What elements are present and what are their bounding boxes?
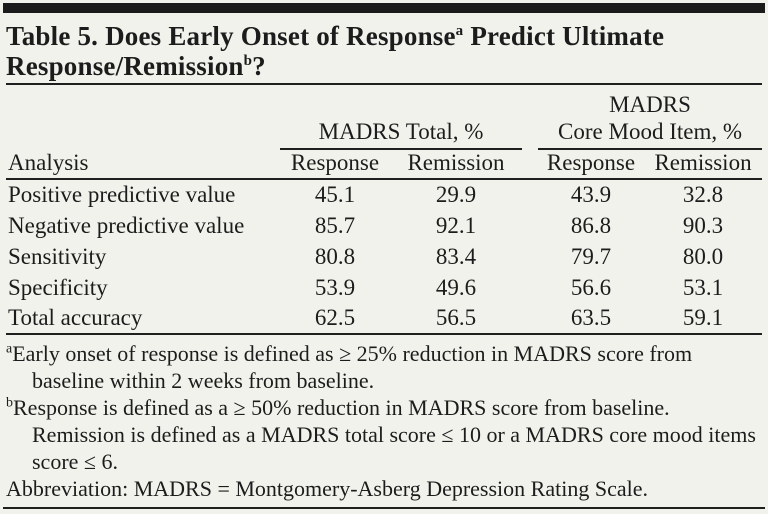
value-cell: 92.1	[435, 212, 477, 238]
value-cell: 80.0	[682, 243, 724, 269]
value-cell: 86.8	[570, 212, 612, 238]
table-title-line1: Table 5. Does Early Onset of Responsea P…	[6, 21, 762, 51]
empty-cell	[6, 85, 280, 149]
column-header-analysis: Analysis	[6, 149, 280, 180]
value-cell: 83.4	[435, 243, 477, 269]
value-cell: 90.3	[682, 212, 724, 238]
footnotes: aEarly onset of response is defined as ≥…	[6, 340, 762, 502]
value-cell: 45.1	[314, 182, 356, 207]
value-cell: 29.9	[435, 182, 477, 207]
footnote-marker-a-ref: a	[455, 23, 464, 39]
footnote-b: bResponse is defined as a ≥ 50% reductio…	[6, 394, 762, 475]
column-header-response-total: Response	[280, 149, 390, 180]
table-row: Specificity 53.9 49.6 56.6 53.1	[6, 272, 762, 303]
value-cell: 56.6	[570, 274, 612, 300]
col-group-core-mood-label: Core Mood Item, %	[558, 119, 742, 144]
col-group-madrs-total: MADRS Total, %	[280, 85, 523, 150]
table-title-line2: Response/Remissionb?	[6, 51, 762, 81]
footnote-a: aEarly onset of response is defined as ≥…	[6, 340, 762, 394]
footnote-marker: a	[6, 341, 13, 357]
title-text: Predict Ultimate	[463, 21, 665, 51]
group-gap	[522, 85, 538, 149]
title-text: Response/Remission	[6, 51, 244, 81]
group-gap	[522, 179, 538, 210]
row-label: Specificity	[8, 274, 108, 300]
col-group-core-mood-label-top: MADRS	[609, 92, 691, 117]
footnote-text: Early onset of response is defined as ≥ …	[12, 341, 693, 393]
title-text: ?	[252, 51, 266, 81]
value-cell: 63.5	[538, 303, 645, 335]
group-gap	[522, 303, 539, 335]
table-row: Positive predictive value 45.1 29.9 43.9…	[6, 179, 762, 210]
table-row: Total accuracy 62.5 56.5 63.5 59.1	[6, 303, 763, 335]
results-table: MADRS Total, % MADRS Core Mood Item, % A…	[6, 85, 763, 335]
title-rule	[6, 83, 762, 85]
footnote-text: Abbreviation: MADRS = Montgomery-Asberg …	[6, 476, 648, 501]
footnote-marker: b	[6, 395, 13, 411]
sub-header-row: Analysis Response Remission Response Rem…	[6, 149, 763, 180]
group-gap	[522, 241, 538, 272]
value-cell: 43.9	[570, 182, 612, 207]
value-cell: 59.1	[644, 303, 763, 335]
group-gap	[522, 149, 539, 180]
col-group-madrs-total-label: MADRS Total, %	[318, 119, 484, 144]
column-header-remission-core: Remission	[644, 149, 763, 180]
footnote-text: Response is defined as a ≥ 50% reduction…	[13, 395, 756, 474]
value-cell: 62.5	[280, 303, 390, 335]
footnote-marker-b-ref: b	[243, 53, 253, 69]
table-row: Sensitivity 80.8 83.4 79.7 80.0	[6, 241, 762, 272]
value-cell: 53.1	[682, 274, 724, 300]
value-cell: 79.7	[570, 243, 612, 269]
table-row: Negative predictive value 85.7 92.1 86.8…	[6, 210, 762, 241]
group-gap	[522, 210, 538, 241]
value-cell: 56.5	[390, 303, 523, 335]
group-gap	[522, 272, 538, 303]
col-group-madrs-core-mood: MADRS Core Mood Item, %	[538, 85, 763, 150]
value-cell: 85.7	[314, 212, 356, 238]
value-cell: 49.6	[435, 274, 477, 300]
bottom-rule	[3, 507, 765, 509]
value-cell: 53.9	[314, 274, 356, 300]
row-label: Total accuracy	[6, 303, 280, 335]
top-divider-bar	[3, 3, 765, 13]
column-header-response-core: Response	[538, 149, 645, 180]
value-cell: 32.8	[682, 182, 724, 207]
column-header-remission-total: Remission	[390, 149, 523, 180]
value-cell: 80.8	[314, 243, 356, 269]
row-label: Negative predictive value	[8, 212, 245, 238]
abbreviation-note: Abbreviation: MADRS = Montgomery-Asberg …	[6, 475, 762, 502]
title-text: Table 5. Does Early Onset of Response	[6, 21, 456, 51]
row-label: Positive predictive value	[8, 182, 236, 207]
table-title: Table 5. Does Early Onset of Responsea P…	[6, 21, 762, 81]
column-group-header-row: MADRS Total, % MADRS Core Mood Item, %	[6, 85, 763, 150]
row-label: Sensitivity	[8, 243, 107, 269]
